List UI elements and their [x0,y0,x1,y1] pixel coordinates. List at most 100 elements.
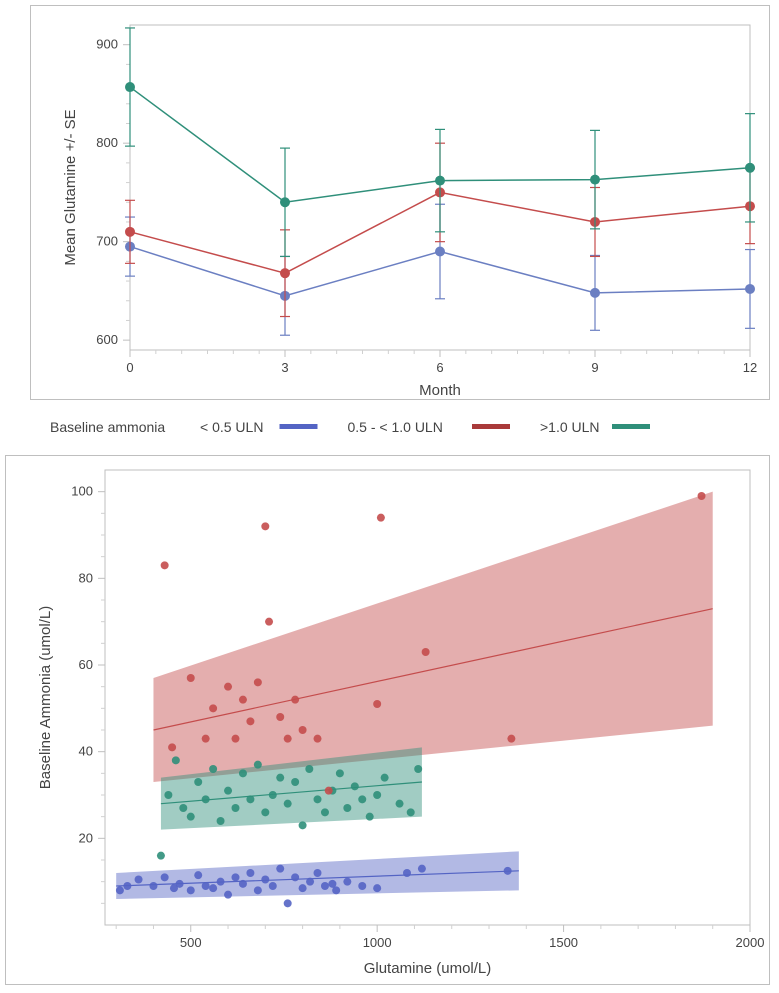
data-point [176,880,184,888]
data-point [284,800,292,808]
data-point [125,82,135,92]
data-point [381,774,389,782]
data-point [276,713,284,721]
y-axis-label: Mean Glutamine +/- SE [62,109,79,265]
data-point [284,899,292,907]
data-point [239,880,247,888]
data-point [269,791,277,799]
x-tick-label: 9 [591,360,598,375]
data-point [187,674,195,682]
data-point [246,869,254,877]
data-point [590,175,600,185]
x-tick-label: 12 [743,360,757,375]
data-point [373,791,381,799]
x-tick-label: 1500 [549,935,578,950]
data-point [414,765,422,773]
data-point [231,873,239,881]
data-point [332,886,340,894]
data-point [194,871,202,879]
y-tick-label: 40 [79,744,93,759]
y-tick-label: 100 [71,484,93,499]
data-point [265,618,273,626]
legend-entry-label: 0.5 - < 1.0 ULN [348,419,443,435]
legend-entry-label: >1.0 ULN [540,419,600,435]
data-point [291,696,299,704]
data-point [358,882,366,890]
data-point [435,176,445,186]
data-point [305,765,313,773]
data-point [306,878,314,886]
y-tick-label: 600 [96,332,118,347]
data-point [745,284,755,294]
data-point [284,735,292,743]
legend-swatch [472,424,510,429]
data-point [125,227,135,237]
data-point [321,882,329,890]
y-tick-label: 900 [96,37,118,52]
data-point [157,852,165,860]
data-point [321,808,329,816]
data-point [239,696,247,704]
data-point [269,882,277,890]
bottom-chart: 20406080100500100015002000Glutamine (umo… [5,455,770,985]
data-point [135,876,143,884]
legend-swatch [280,424,318,429]
data-point [314,795,322,803]
x-tick-label: 6 [436,360,443,375]
legend: Baseline ammonia< 0.5 ULN0.5 - < 1.0 ULN… [30,410,770,450]
data-point [123,882,131,890]
x-axis-label: Glutamine (umol/L) [364,960,492,977]
data-point [224,891,232,899]
data-point [291,873,299,881]
data-point [418,865,426,873]
data-point [254,886,262,894]
data-point [246,717,254,725]
data-point [422,648,430,656]
x-tick-label: 3 [281,360,288,375]
data-point [325,787,333,795]
data-point [246,795,254,803]
top-chart: 600700800900036912MonthMean Glutamine +/… [30,5,770,400]
data-point [209,704,217,712]
data-point [351,782,359,790]
data-point [377,514,385,522]
data-point [299,821,307,829]
data-point [280,197,290,207]
data-point [343,804,351,812]
data-point [217,817,225,825]
data-point [276,865,284,873]
data-point [745,163,755,173]
data-point [276,774,284,782]
data-point [224,683,232,691]
x-tick-label: 2000 [736,935,765,950]
data-point [161,561,169,569]
x-axis-label: Month [419,382,461,399]
y-tick-label: 80 [79,570,93,585]
data-point [194,778,202,786]
data-point [280,268,290,278]
data-point [314,735,322,743]
data-point [314,869,322,877]
data-point [336,769,344,777]
data-point [209,765,217,773]
data-point [261,808,269,816]
data-point [187,886,195,894]
data-point [217,878,225,886]
data-point [254,761,262,769]
data-point [172,756,180,764]
y-tick-label: 60 [79,657,93,672]
data-point [239,769,247,777]
legend-swatch [612,424,650,429]
data-point [291,778,299,786]
data-point [590,288,600,298]
data-point [254,678,262,686]
data-point [209,884,217,892]
y-tick-label: 800 [96,135,118,150]
data-point [403,869,411,877]
data-point [373,884,381,892]
data-point [179,804,187,812]
data-point [261,522,269,530]
data-point [161,873,169,881]
data-point [231,804,239,812]
data-point [373,700,381,708]
